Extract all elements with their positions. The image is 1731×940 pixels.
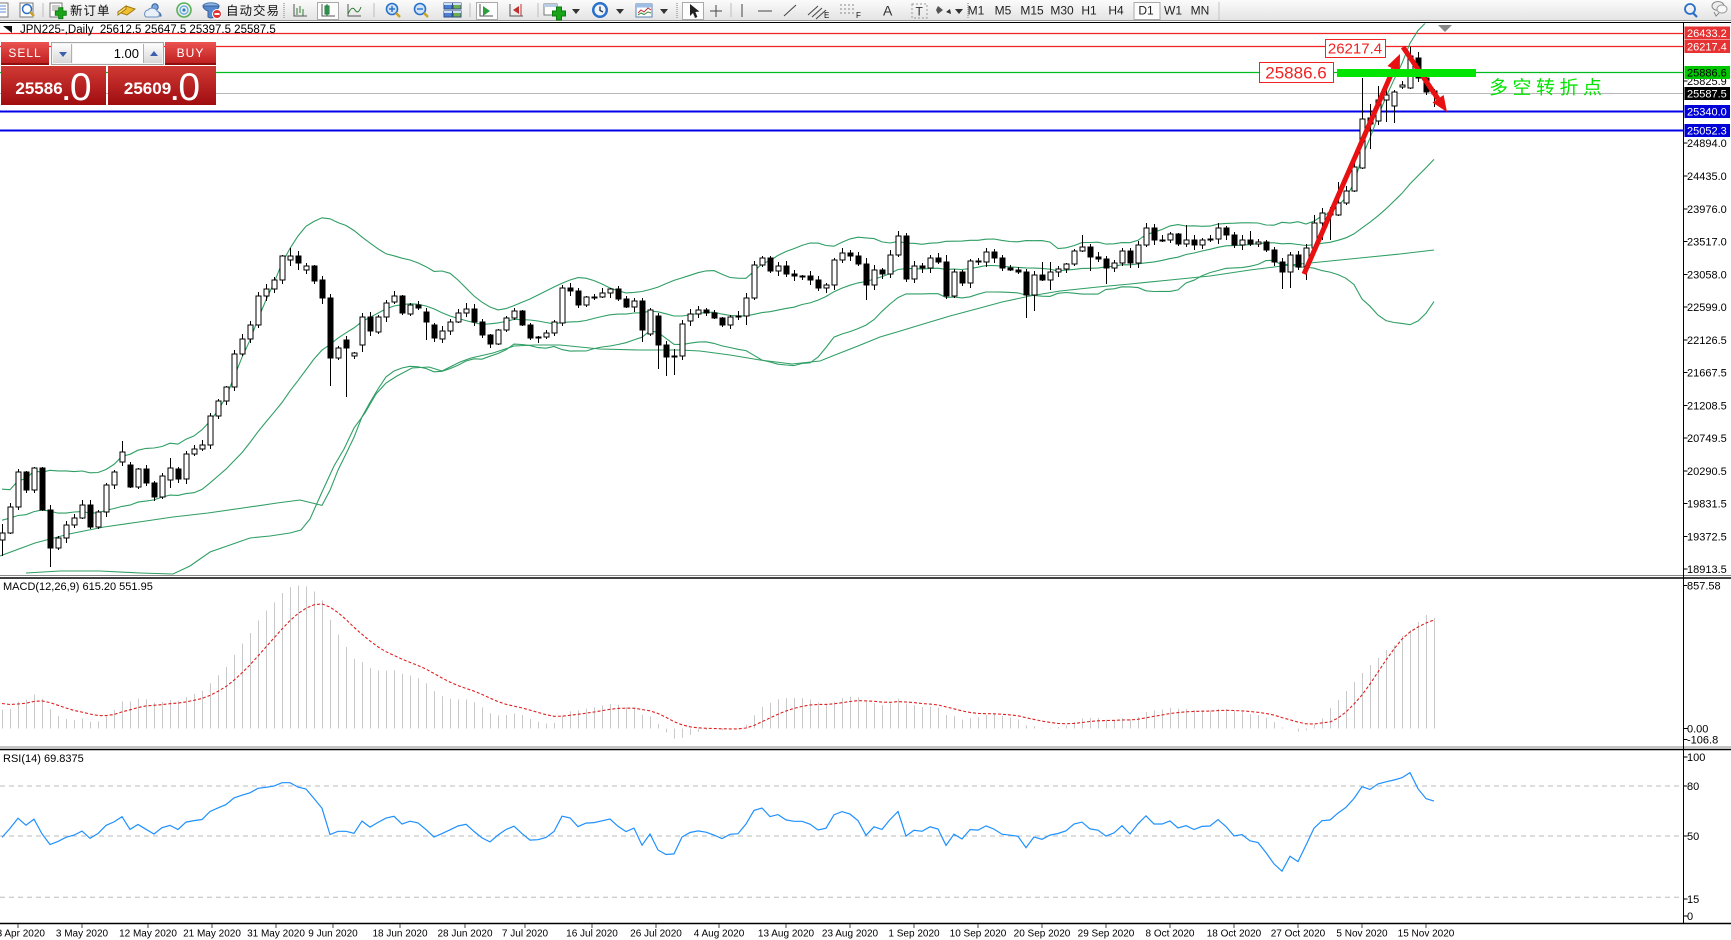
svg-text:22126.5: 22126.5: [1687, 335, 1727, 347]
svg-text:M5: M5: [995, 4, 1012, 18]
svg-text:1 Sep 2020: 1 Sep 2020: [888, 929, 940, 940]
svg-text:20290.5: 20290.5: [1687, 466, 1727, 478]
svg-text:22599.0: 22599.0: [1687, 302, 1727, 314]
svg-text:4 Aug 2020: 4 Aug 2020: [694, 929, 745, 940]
svg-text:21 May 2020: 21 May 2020: [183, 929, 241, 940]
svg-text:T: T: [916, 5, 924, 19]
svg-text:29 Sep 2020: 29 Sep 2020: [1078, 929, 1135, 940]
svg-text:23976.0: 23976.0: [1687, 204, 1727, 216]
svg-text:25886.6: 25886.6: [1687, 68, 1727, 80]
svg-text:JPN225-,Daily 25612.5 25647.5: JPN225-,Daily 25612.5 25647.5 25397.5 25…: [20, 24, 276, 36]
svg-text:W1: W1: [1164, 4, 1182, 18]
svg-text:26217.4: 26217.4: [1687, 42, 1727, 54]
svg-text:26433.2: 26433.2: [1687, 28, 1727, 40]
svg-text:D1: D1: [1138, 4, 1154, 18]
svg-text:23517.0: 23517.0: [1687, 237, 1727, 249]
svg-text:24435.0: 24435.0: [1687, 171, 1727, 183]
svg-text:20749.5: 20749.5: [1687, 433, 1727, 445]
svg-text:E: E: [824, 11, 829, 20]
svg-text:10 Sep 2020: 10 Sep 2020: [950, 929, 1007, 940]
svg-text:M15: M15: [1020, 4, 1044, 18]
svg-text:RSI(14) 69.8375: RSI(14) 69.8375: [3, 753, 84, 765]
svg-text:12 May 2020: 12 May 2020: [119, 929, 177, 940]
svg-text:3 May 2020: 3 May 2020: [56, 929, 109, 940]
svg-text:857.58: 857.58: [1687, 581, 1721, 593]
svg-text:31 May 2020: 31 May 2020: [247, 929, 305, 940]
svg-text:27 Oct 2020: 27 Oct 2020: [1271, 929, 1326, 940]
svg-text:7 Jul 2020: 7 Jul 2020: [502, 929, 549, 940]
svg-text:20 Sep 2020: 20 Sep 2020: [1014, 929, 1071, 940]
svg-text:H4: H4: [1108, 4, 1124, 18]
svg-text:28 Jun 2020: 28 Jun 2020: [437, 929, 492, 940]
svg-text:25587.5: 25587.5: [1687, 89, 1727, 101]
svg-text:80: 80: [1687, 781, 1699, 793]
svg-text:50: 50: [1687, 831, 1699, 843]
svg-text:24894.0: 24894.0: [1687, 138, 1727, 150]
svg-text:18913.5: 18913.5: [1687, 564, 1727, 576]
svg-text:MACD(12,26,9) 615.20 551.95: MACD(12,26,9) 615.20 551.95: [3, 581, 153, 593]
svg-text:M30: M30: [1050, 4, 1074, 18]
svg-text:5 Nov 2020: 5 Nov 2020: [1336, 929, 1388, 940]
svg-text:23 Aug 2020: 23 Aug 2020: [822, 929, 879, 940]
svg-text:18 Jun 2020: 18 Jun 2020: [372, 929, 427, 940]
svg-text:21667.5: 21667.5: [1687, 368, 1727, 380]
svg-text:H1: H1: [1081, 4, 1097, 18]
svg-text:23058.0: 23058.0: [1687, 270, 1727, 282]
svg-text:16 Jul 2020: 16 Jul 2020: [566, 929, 618, 940]
svg-text:9 Jun 2020: 9 Jun 2020: [308, 929, 358, 940]
svg-text:26 Jul 2020: 26 Jul 2020: [630, 929, 682, 940]
svg-text:A: A: [883, 3, 893, 19]
svg-text:100: 100: [1687, 752, 1705, 764]
svg-text:15 Nov 2020: 15 Nov 2020: [1398, 929, 1455, 940]
svg-text:F: F: [856, 11, 861, 20]
svg-text:26217.4: 26217.4: [1328, 41, 1382, 58]
svg-text:23 Apr 2020: 23 Apr 2020: [0, 929, 45, 940]
svg-text:0.00: 0.00: [1687, 724, 1708, 736]
svg-text:25052.3: 25052.3: [1687, 126, 1727, 138]
svg-text:19372.5: 19372.5: [1687, 532, 1727, 544]
svg-text:25886.6: 25886.6: [1265, 64, 1326, 83]
svg-text:13 Aug 2020: 13 Aug 2020: [758, 929, 815, 940]
svg-text:25340.0: 25340.0: [1687, 107, 1727, 119]
svg-text:19831.5: 19831.5: [1687, 499, 1727, 511]
svg-text:0: 0: [1687, 911, 1693, 923]
svg-text:-106.8: -106.8: [1687, 735, 1718, 747]
svg-text:8 Oct 2020: 8 Oct 2020: [1146, 929, 1195, 940]
svg-text:18 Oct 2020: 18 Oct 2020: [1207, 929, 1262, 940]
svg-text:15: 15: [1687, 894, 1699, 906]
svg-text:M1: M1: [968, 4, 985, 18]
svg-text:MN: MN: [1191, 4, 1210, 18]
svg-text:21208.5: 21208.5: [1687, 401, 1727, 413]
